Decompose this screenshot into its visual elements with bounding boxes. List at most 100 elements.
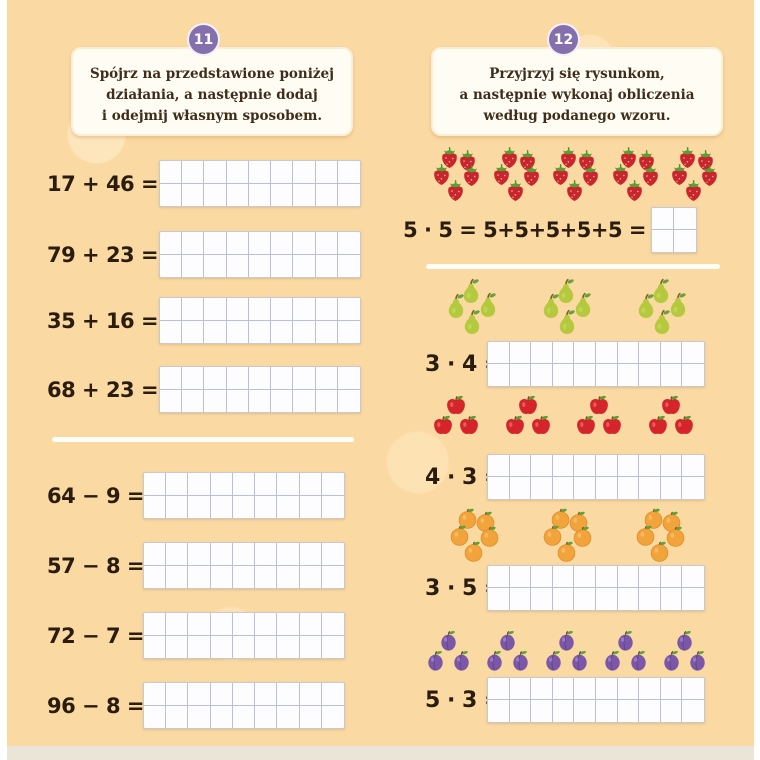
answer-cell[interactable] [510, 364, 532, 386]
answer-cell[interactable] [277, 495, 300, 518]
answer-cell[interactable] [271, 183, 294, 206]
answer-cell[interactable] [144, 683, 167, 706]
answer-cell[interactable] [321, 613, 344, 636]
answer-cell[interactable] [227, 320, 249, 343]
answer-cell[interactable] [204, 320, 227, 343]
answer-cell[interactable] [552, 678, 575, 700]
answer-cell[interactable] [271, 389, 294, 412]
answer-cell[interactable] [232, 613, 256, 636]
answer-cell[interactable] [488, 455, 510, 477]
answer-cell[interactable] [316, 183, 338, 206]
answer-cell[interactable] [182, 254, 205, 277]
answer-cell[interactable] [617, 678, 640, 700]
answer-cell[interactable] [652, 229, 674, 252]
answer-cell[interactable] [682, 678, 704, 700]
answer-cell[interactable] [618, 588, 640, 610]
answer-cell[interactable] [316, 254, 338, 277]
answer-cell[interactable] [293, 161, 316, 184]
answer-cell[interactable] [210, 613, 233, 636]
answer-cell[interactable] [618, 364, 640, 386]
answer-cell[interactable] [271, 232, 294, 255]
answer-cell[interactable] [188, 635, 211, 658]
answer-cell[interactable] [249, 389, 272, 412]
answer-cell[interactable] [574, 678, 596, 700]
answer-cell[interactable] [255, 613, 278, 636]
answer-cell[interactable] [316, 320, 338, 343]
answer-cell[interactable] [596, 678, 618, 700]
answer-cell[interactable] [488, 588, 510, 610]
answer-cell[interactable] [188, 705, 211, 728]
answer-cell[interactable] [321, 473, 344, 496]
answer-cell[interactable] [322, 566, 344, 589]
answer-cell[interactable] [144, 473, 167, 496]
answer-cell[interactable] [182, 389, 205, 412]
answer-cell[interactable] [315, 367, 338, 390]
example-answer-grid[interactable] [651, 206, 697, 253]
answer-cell[interactable] [255, 683, 278, 706]
answer-cell[interactable] [144, 705, 167, 728]
answer-cell[interactable] [232, 473, 256, 496]
answer-cell[interactable] [226, 298, 249, 321]
answer-cell[interactable] [682, 566, 704, 588]
answer-cell[interactable] [510, 477, 532, 499]
answer-cell[interactable] [660, 678, 683, 700]
answer-cell[interactable] [509, 678, 532, 700]
answer-cell[interactable] [233, 635, 256, 658]
answer-cell[interactable] [277, 705, 300, 728]
answer-cell[interactable] [531, 678, 553, 700]
answer-cell[interactable] [233, 495, 256, 518]
answer-cell[interactable] [574, 364, 596, 386]
answer-cell[interactable] [661, 588, 683, 610]
answer-cell[interactable] [639, 477, 661, 499]
answer-cell[interactable] [639, 678, 661, 700]
answer-cell[interactable] [277, 683, 300, 706]
answer-cell[interactable] [277, 543, 300, 566]
answer-cell[interactable] [574, 455, 596, 477]
answer-cell[interactable] [188, 613, 211, 636]
answer-cell[interactable] [160, 161, 183, 184]
answer-cell[interactable] [144, 565, 167, 588]
answer-cell[interactable] [531, 477, 553, 499]
answer-cell[interactable] [204, 367, 227, 390]
answer-cell[interactable] [233, 565, 256, 588]
answer-cell[interactable] [337, 161, 360, 184]
answer-cell[interactable] [661, 364, 683, 386]
answer-cell[interactable] [488, 364, 510, 386]
answer-cell[interactable] [227, 389, 249, 412]
answer-grid[interactable] [487, 341, 705, 387]
answer-cell[interactable] [160, 367, 183, 390]
answer-cell[interactable] [552, 566, 575, 588]
answer-cell[interactable] [315, 298, 338, 321]
answer-cell[interactable] [299, 683, 322, 706]
answer-cell[interactable] [552, 342, 575, 364]
answer-cell[interactable] [322, 496, 344, 519]
answer-cell[interactable] [531, 342, 553, 364]
answer-cell[interactable] [188, 565, 211, 588]
answer-cell[interactable] [211, 635, 233, 658]
answer-cell[interactable] [338, 321, 360, 344]
answer-cell[interactable] [144, 495, 167, 518]
answer-cell[interactable] [210, 683, 233, 706]
answer-cell[interactable] [531, 455, 553, 477]
answer-cell[interactable] [618, 477, 640, 499]
answer-cell[interactable] [160, 298, 183, 321]
answer-cell[interactable] [338, 184, 360, 207]
answer-cell[interactable] [293, 254, 316, 277]
answer-cell[interactable] [249, 183, 272, 206]
answer-grid[interactable] [487, 454, 705, 500]
answer-cell[interactable] [144, 635, 167, 658]
answer-cell[interactable] [682, 477, 704, 499]
answer-grid[interactable] [159, 366, 361, 413]
answer-cell[interactable] [255, 565, 278, 588]
answer-cell[interactable] [210, 543, 233, 566]
answer-cell[interactable] [300, 705, 322, 728]
answer-cell[interactable] [300, 495, 322, 518]
answer-cell[interactable] [277, 473, 300, 496]
answer-cell[interactable] [552, 455, 575, 477]
answer-cell[interactable] [488, 342, 510, 364]
answer-cell[interactable] [639, 364, 661, 386]
answer-cell[interactable] [509, 566, 532, 588]
answer-cell[interactable] [596, 700, 618, 722]
answer-cell[interactable] [293, 298, 316, 321]
answer-cell[interactable] [338, 255, 360, 278]
